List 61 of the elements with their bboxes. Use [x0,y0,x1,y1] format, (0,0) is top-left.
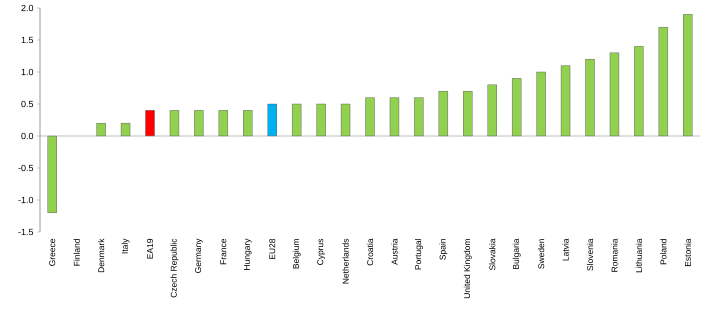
x-tick-label: Denmark [98,238,104,272]
bar [48,136,57,213]
y-tick-label: -1.5 [18,228,34,236]
x-tick-label: Spain [439,239,448,260]
x-tick-label: Netherlands [342,238,349,284]
x-tick-label: United Kingdom [464,239,472,298]
x-tick-label: Germany [195,238,203,273]
bar [536,72,546,136]
bar [194,110,204,136]
bar [512,78,522,136]
y-tick-label: 1.0 [22,68,34,76]
bar [585,59,595,136]
y-tick-label: 2.0 [21,4,34,12]
x-tick-label: Austria [391,238,398,265]
x-tick-label: Romania [611,238,618,272]
x-tick-label: Portugal [414,239,423,270]
x-tick-label: Greece [49,238,56,266]
x-tick-label: France [220,238,226,264]
bar [610,52,620,136]
bar [488,84,497,136]
bar [170,110,180,136]
x-tick-label: Czech Republic [170,238,178,298]
bar [316,104,326,136]
x-tick-label: Hungary [244,238,252,270]
y-tick-label: 1.5 [22,36,34,44]
bar [340,104,350,136]
x-tick-label: Slovakia [489,238,496,270]
bar [634,46,644,136]
x-tick-label: Poland [660,239,666,264]
y-tick-label: -0.5 [18,164,34,172]
y-tick-label: 0.0 [21,132,34,140]
x-tick-label: Bulgaria [512,238,521,269]
bar [218,110,228,136]
bar [365,97,375,136]
bar [683,14,692,136]
bar [390,97,400,136]
bar [658,27,668,136]
bar [120,123,130,136]
x-tick-label: EU28 [269,238,276,260]
x-tick-label: Cyprus [317,238,325,265]
bar [145,110,155,136]
x-tick-label: EA19 [147,238,153,259]
x-tick-label: Latvia [562,238,569,260]
x-tick-label: Estonia [684,238,691,266]
bar [414,97,424,136]
y-tick-label: -1.0 [18,196,34,204]
x-tick-label: Italy [122,238,130,254]
bar [292,104,302,136]
x-tick-label: Lithuania [636,238,642,272]
x-tick-label: Belgium [292,239,301,268]
x-tick-label: Slovenia [586,238,594,271]
x-tick-label: Croatia [366,238,374,266]
bar [96,123,106,136]
y-tick-label: 0.5 [21,100,34,108]
bar [438,91,448,136]
x-tick-label: Finland [74,239,80,266]
x-tick-label: Sweden [538,239,544,269]
bar [243,110,252,136]
bar [560,65,570,136]
bar [463,91,472,136]
bar [268,104,277,136]
